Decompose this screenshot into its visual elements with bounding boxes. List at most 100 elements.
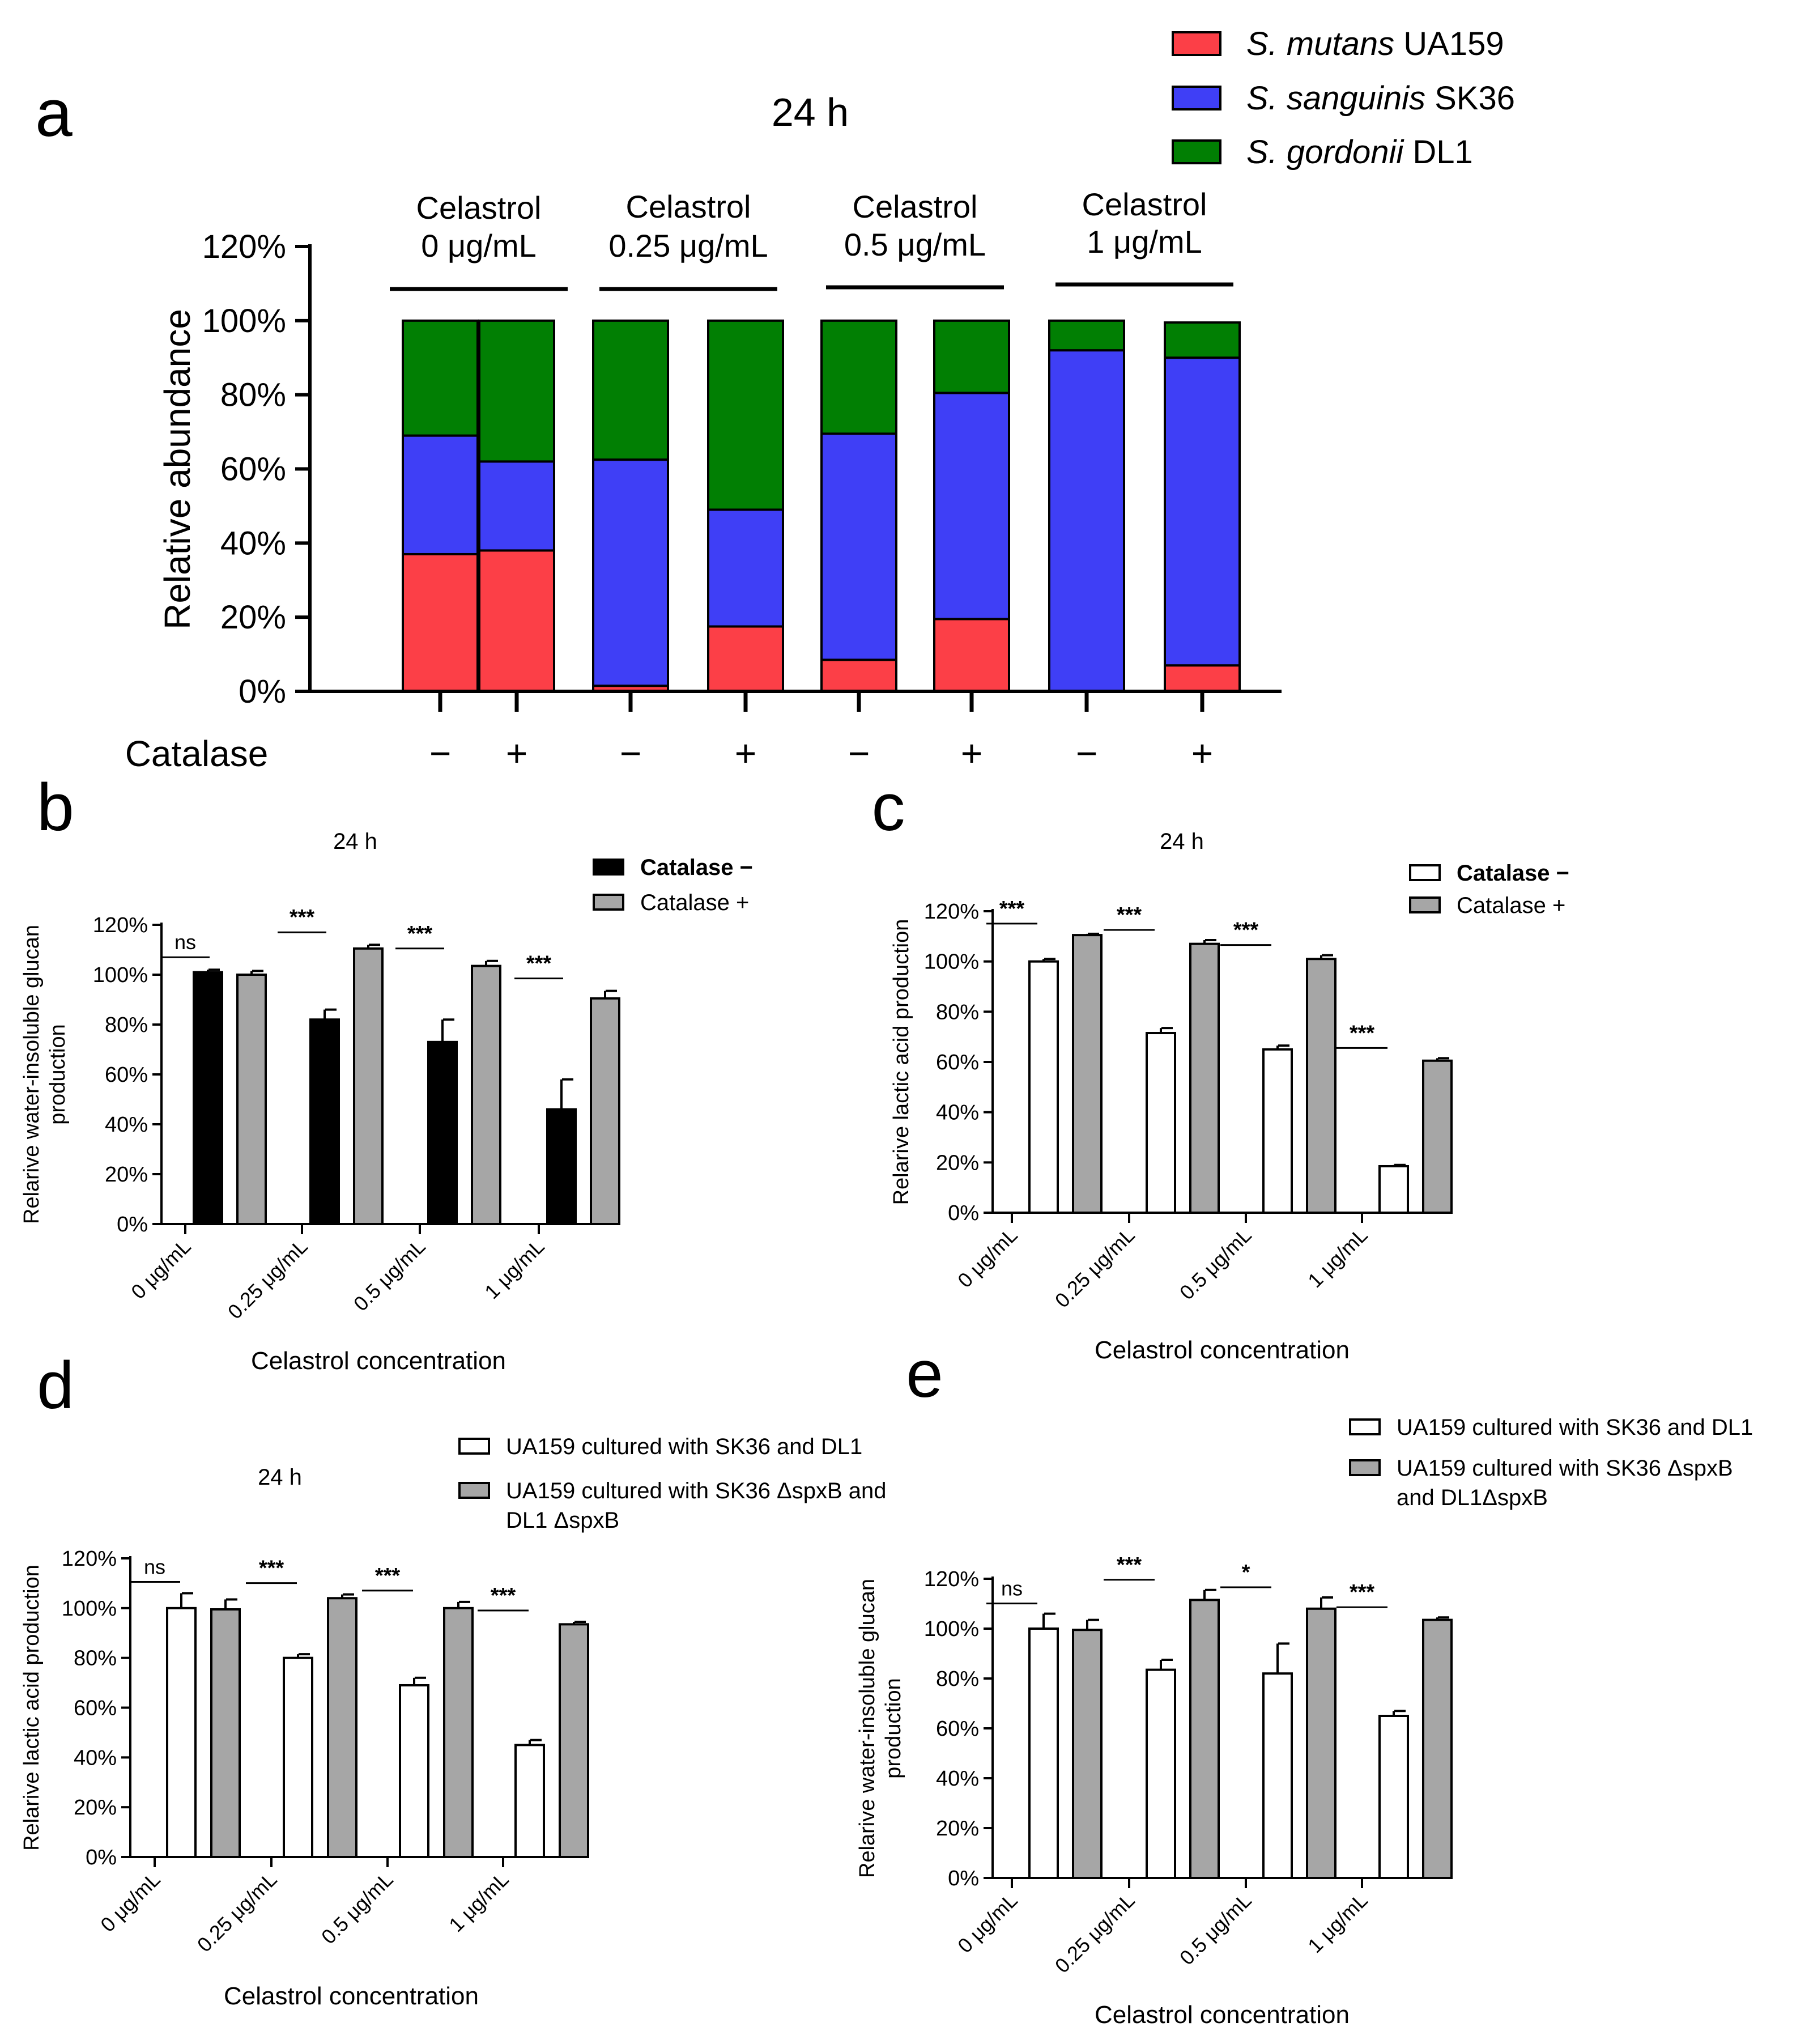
chart-c-bar-s1-4 xyxy=(1378,1165,1409,1214)
chart-a-bar-1-5 xyxy=(820,658,897,693)
chart-a-bar-3-5 xyxy=(820,319,897,435)
chart-e-xtick-label-3: 0.5 μg/mL xyxy=(1175,1889,1256,1970)
chart-c-ytick-label-5: 100% xyxy=(924,950,979,974)
chart-c-legend-label-2: Catalase + xyxy=(1457,893,1565,918)
chart-c-sig-label-4: *** xyxy=(1350,1021,1375,1045)
chart-e-legend-label-2-1: UA159 cultured with SK36 ΔspxB xyxy=(1397,1456,1733,1481)
chart-b-ylabel-line-1: Relarive water-insoluble glucan xyxy=(20,925,44,1224)
chart-e-ytick-label-3: 60% xyxy=(936,1717,979,1741)
chart-b-ytick-label-1: 20% xyxy=(105,1163,148,1187)
chart-a-legend-label-3: S. gordonii DL1 xyxy=(1246,134,1473,171)
chart-c-ytick-label-3: 60% xyxy=(936,1051,979,1074)
chart-a-ytick-label-4: 80% xyxy=(220,377,286,414)
chart-c-bar-s1-3 xyxy=(1262,1048,1293,1214)
chart-a-bar-3-6 xyxy=(933,319,1010,394)
chart-d-legend-swatch-1 xyxy=(458,1438,490,1455)
chart-a-bar-1-8 xyxy=(1164,664,1241,693)
chart-a-group-2-line1: Celastrol xyxy=(626,189,751,224)
chart-e-legend-swatch-2 xyxy=(1349,1459,1381,1476)
chart-a-bar-2-3 xyxy=(592,458,669,687)
chart-a-legend-label-2: S. sanguinis SK36 xyxy=(1246,80,1515,117)
chart-a-bar-2-7 xyxy=(1048,349,1125,692)
chart-a-ytick-label-2: 40% xyxy=(220,525,286,562)
chart-e-bar-s1-4 xyxy=(1378,1715,1409,1879)
chart-e-ytick-label-0: 0% xyxy=(948,1867,979,1890)
chart-e-bar-s2-1 xyxy=(1072,1629,1103,1879)
chart-a-catalase-sign-8: + xyxy=(1191,732,1214,774)
chart-a-ytick-label-6: 120% xyxy=(202,228,286,265)
chart-a-bar-3-1 xyxy=(402,319,479,437)
chart-e-legend-label-2-2: and DL1ΔspxB xyxy=(1397,1485,1548,1510)
chart-e-sig-label-4: *** xyxy=(1350,1580,1375,1604)
chart-e-xtick-label-2: 0.25 μg/mL xyxy=(1050,1889,1139,1978)
chart-e-legend-swatch-1 xyxy=(1349,1418,1381,1435)
chart-b-legend-label-2: Catalase + xyxy=(640,890,749,915)
chart-b-bar-s2-2 xyxy=(353,947,384,1226)
chart-d-legend-swatch-2 xyxy=(458,1482,490,1499)
chart-e-legend-label-1-1: UA159 cultured with SK36 and DL1 xyxy=(1397,1415,1753,1440)
chart-d-ytick-label-3: 60% xyxy=(74,1697,117,1720)
chart-a-group-4-line2: 1 μg/mL xyxy=(1087,224,1202,260)
chart-b-sig-label-1: ns xyxy=(174,930,196,954)
chart-a-title: 24 h xyxy=(772,90,849,134)
chart-e-bar-s2-2 xyxy=(1189,1599,1220,1879)
chart-d-sig-label-4: *** xyxy=(491,1584,516,1608)
chart-a-bar-2-5 xyxy=(820,432,897,661)
chart-b-xtick-label-2: 0.25 μg/mL xyxy=(223,1235,312,1324)
chart-a-bar-1-4 xyxy=(707,625,784,693)
chart-a-bar-2-8 xyxy=(1164,356,1241,667)
chart-a-bar-3-8 xyxy=(1164,321,1241,359)
chart-d-legend-label-2-1: UA159 cultured with SK36 ΔspxB and xyxy=(506,1478,887,1503)
chart-c-xtick-label-4: 1 μg/mL xyxy=(1303,1223,1372,1292)
chart-a-legend-swatch-3 xyxy=(1172,139,1221,164)
chart-e-bar-s2-4 xyxy=(1422,1618,1453,1880)
chart-c-sig-label-1: *** xyxy=(999,897,1025,921)
chart-b-bar-s2-1 xyxy=(236,974,267,1225)
chart-b-sig-label-3: *** xyxy=(407,922,433,946)
chart-a-catalase-sign-4: + xyxy=(735,732,757,774)
chart-b-xtick-label-1: 0 μg/mL xyxy=(126,1235,195,1303)
chart-c-legend-swatch-2 xyxy=(1409,896,1441,913)
chart-d-ylabel-line-1: Relarive lactic acid production xyxy=(20,1565,44,1851)
chart-d-xtick-label-2: 0.25 μg/mL xyxy=(193,1868,282,1957)
chart-e-xtick-label-1: 0 μg/mL xyxy=(953,1889,1021,1957)
chart-c-bar-s2-2 xyxy=(1189,942,1220,1214)
chart-d-bar-s2-2 xyxy=(327,1597,357,1858)
chart-a-ytick-label-1: 20% xyxy=(220,599,286,636)
chart-c-legend-label-1: Catalase − xyxy=(1457,861,1569,886)
chart-d-title: 24 h xyxy=(258,1465,302,1490)
chart-a-group-1-line2: 0 μg/mL xyxy=(421,228,536,264)
chart-a-catalase-sign-2: + xyxy=(506,732,528,774)
chart-b-bar-s2-3 xyxy=(471,964,501,1225)
chart-e-xtick-label-4: 1 μg/mL xyxy=(1303,1889,1372,1957)
chart-a-legend-label-1: S. mutans UA159 xyxy=(1246,26,1504,62)
chart-e-bar-s1-2 xyxy=(1146,1668,1176,1880)
chart-e-bar-s1-1 xyxy=(1028,1627,1059,1879)
chart-c-ytick-label-4: 80% xyxy=(936,1000,979,1024)
chart-d-bar-s1-4 xyxy=(514,1744,545,1858)
chart-e-ylabel-line-1: Relarive water-insoluble glucan xyxy=(855,1579,879,1878)
chart-e-sig-label-1: ns xyxy=(1001,1577,1023,1600)
chart-a-bar-3-3 xyxy=(592,319,669,461)
chart-c-bar-s2-1 xyxy=(1072,934,1103,1214)
chart-a-legend-swatch-2 xyxy=(1172,86,1221,111)
chart-d-legend-label-1-1: UA159 cultured with SK36 and DL1 xyxy=(506,1434,862,1459)
panel-letter-c: c xyxy=(872,770,905,845)
chart-a-legend-swatch-1 xyxy=(1172,31,1221,56)
chart-b-ytick-label-0: 0% xyxy=(117,1213,148,1236)
chart-c-xlabel: Celastrol concentration xyxy=(1095,1336,1350,1364)
chart-c-ylabel-line-1: Relarive lactic acid production xyxy=(889,919,913,1205)
chart-a-bar-2-4 xyxy=(707,508,784,628)
chart-e-bar-s1-3 xyxy=(1262,1672,1293,1879)
chart-c-ytick-label-2: 40% xyxy=(936,1101,979,1125)
chart-c-ytick-label-1: 20% xyxy=(936,1151,979,1175)
chart-c-bar-s2-3 xyxy=(1306,958,1336,1214)
chart-d-ytick-label-0: 0% xyxy=(86,1846,117,1869)
chart-c-bar-s2-4 xyxy=(1422,1059,1453,1214)
chart-e-ylabel-line-2: production xyxy=(882,1678,905,1778)
chart-a-catalase-sign-3: − xyxy=(620,732,642,774)
chart-d-bar-s1-2 xyxy=(283,1656,313,1859)
chart-e-sig-label-2: *** xyxy=(1117,1553,1142,1577)
chart-b-legend-swatch-2 xyxy=(593,894,624,911)
chart-b-title: 24 h xyxy=(333,829,377,854)
